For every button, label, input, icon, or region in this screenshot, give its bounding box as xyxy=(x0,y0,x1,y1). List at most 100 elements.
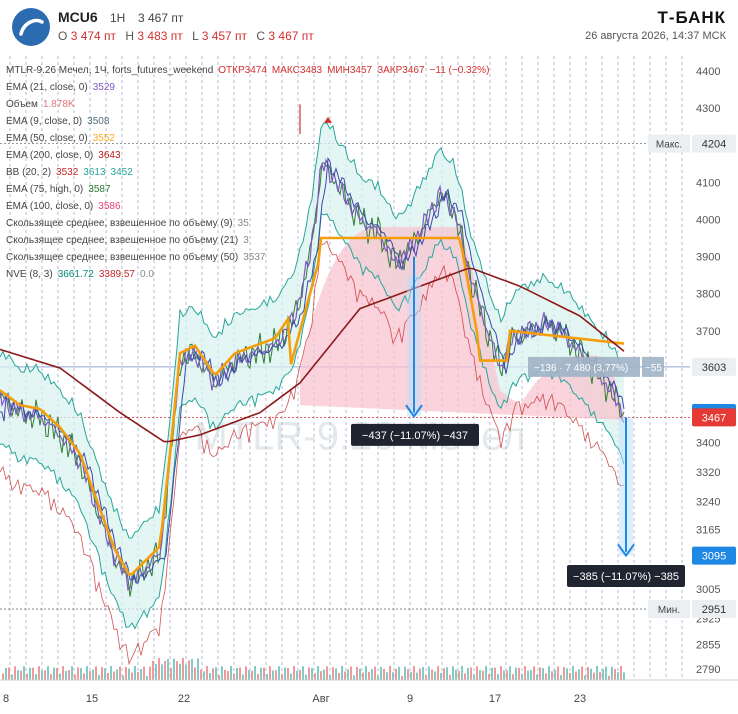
legend-name: BB (20, 2) xyxy=(6,167,52,178)
time-tick: 8 xyxy=(3,693,9,705)
indicator-legend: MTLR-9.26 Мечел, 1Ч, forts_futures_weeke… xyxy=(6,62,489,283)
highlight-zone xyxy=(300,226,625,420)
arrow-down-icon xyxy=(617,543,635,558)
ohlc-row: О 3 474 пт Н 3 483 пт L 3 457 пт С 3 467… xyxy=(58,29,314,43)
min-price-tag-value: 2951 xyxy=(702,604,726,616)
legend-value: 3508 xyxy=(87,116,110,127)
instrument-logo xyxy=(12,8,50,46)
legend-name: Скользящее среднее, взвешенное по объему… xyxy=(6,235,239,246)
price-tick: 3800 xyxy=(696,289,720,301)
legend-name: EMA (21, close, 0) xyxy=(6,82,88,93)
crosshair-info-text: −136 · 7 480 (3,77%) xyxy=(534,363,628,374)
time-tick: Авг xyxy=(312,693,329,705)
legend-value: 35 xyxy=(237,218,249,229)
legend-value: МАКС3483 xyxy=(271,65,323,76)
legend-row[interactable]: EMA (100, close, 0) 3586 xyxy=(6,198,489,215)
price-tick: 3240 xyxy=(696,497,720,509)
legend-name: EMA (9, close, 0) xyxy=(6,116,83,127)
legend-row[interactable]: EMA (9, close, 0) 3508 xyxy=(6,113,489,130)
legend-name: Объем xyxy=(6,99,38,110)
high-label: Н xyxy=(125,29,135,43)
max-price-tag-value: 4204 xyxy=(702,139,726,151)
legend-row[interactable]: Скользящее среднее, взвешенное по объему… xyxy=(6,232,489,249)
legend-value: 3552 xyxy=(92,133,115,144)
legend-row[interactable]: EMA (50, close, 0) 3552 xyxy=(6,130,489,147)
legend-row[interactable]: EMA (21, close, 0) 3529 xyxy=(6,79,489,96)
time-tick: 17 xyxy=(489,693,501,705)
measure-label-2-text: −385 (−11.07%) −385 xyxy=(573,571,679,583)
crosshair-info[interactable]: −136 · 7 480 (3,77%) −55 xyxy=(528,356,664,377)
nve-lower-line xyxy=(0,240,625,666)
legend-name: EMA (200, close, 0) xyxy=(6,150,94,161)
legend-value: 3661.72 xyxy=(57,269,94,280)
high-value: 3 483 пт xyxy=(137,29,183,43)
legend-value: 0.0 xyxy=(140,269,154,280)
chart-area[interactable]: MTLR-9.26 Мечел−437 (−11.07%) −437−385 (… xyxy=(0,56,738,714)
legend-value: МИН3457 xyxy=(327,65,373,76)
low-label: L xyxy=(192,29,199,43)
legend-value: 1.878K xyxy=(42,99,75,110)
legend-name: EMA (50, close, 0) xyxy=(6,133,88,144)
legend-value: 3537 xyxy=(243,252,266,263)
current-price-tag-value: 3467 xyxy=(702,412,726,424)
signal-arrow-icon xyxy=(324,116,332,123)
chart-header: MCU6 1Н 3 467 пт О 3 474 пт Н 3 483 пт L… xyxy=(0,0,738,56)
time-tick: 9 xyxy=(407,693,413,705)
legend-row[interactable]: MTLR-9.26 Мечел, 1Ч, forts_futures_weeke… xyxy=(6,62,489,79)
min-price-tag: 2951 Мин. xyxy=(648,600,736,619)
price-tick: 3320 xyxy=(696,467,720,479)
last-price: 3 467 пт xyxy=(138,11,184,25)
logo-arc-icon xyxy=(19,18,44,36)
max-price-tag: 4204 Макс. xyxy=(648,134,736,153)
legend-name: NVE (8, 3) xyxy=(6,269,53,280)
legend-row[interactable]: NVE (8, 3) 3661.72 3389.57 0.0 xyxy=(6,266,489,283)
legend-value: 3 xyxy=(243,235,249,246)
legend-row[interactable]: Скользящее среднее, взвешенное по объему… xyxy=(6,249,489,266)
price-chart[interactable]: MTLR-9.26 Мечел−437 (−11.07%) −437−385 (… xyxy=(0,56,738,714)
price-tick: 4000 xyxy=(696,214,720,226)
legend-row[interactable]: Скользящее среднее, взвешенное по объему… xyxy=(6,215,489,232)
legend-value: 3529 xyxy=(92,82,115,93)
price-tick: 4300 xyxy=(696,103,720,115)
datetime: 26 августа 2026, 14:37 МСК xyxy=(585,30,726,42)
measure-label-2[interactable]: −385 (−11.07%) −385 xyxy=(567,565,685,587)
price-tick: 4400 xyxy=(696,66,720,78)
legend-name: MTLR-9.26 Мечел, 1Ч, forts_futures_weeke… xyxy=(6,65,214,76)
measure-label-1-text: −437 (−11.07%) −437 xyxy=(362,430,468,442)
price-tick: 3900 xyxy=(696,252,720,264)
legend-name: Скользящее среднее, взвешенное по объему… xyxy=(6,218,233,229)
low-value: 3 457 пт xyxy=(201,29,248,43)
cursor-price-tag-value: 3603 xyxy=(702,362,726,374)
legend-row[interactable]: BB (20, 2) 3532 3613 3452 xyxy=(6,164,489,181)
bb-upper-line xyxy=(0,122,625,539)
timeframe[interactable]: 1Н xyxy=(110,11,126,25)
legend-row[interactable]: Объем 1.878K xyxy=(6,96,489,113)
price-tick: 3165 xyxy=(696,525,720,537)
symbol-name[interactable]: MCU6 xyxy=(58,9,98,25)
min-label: Мин. xyxy=(658,605,680,616)
close-value: 3 467 пт xyxy=(268,29,314,43)
cursor-price-tag: 3603 xyxy=(692,357,736,376)
time-tick: 22 xyxy=(178,693,190,705)
legend-value: 3532 xyxy=(56,167,79,178)
legend-row[interactable]: EMA (75, high, 0) 3587 xyxy=(6,181,489,198)
legend-name: EMA (100, close, 0) xyxy=(6,201,94,212)
open-label: О xyxy=(58,29,68,43)
ema-50-line xyxy=(0,236,625,576)
target-price-tag: 3095 xyxy=(692,546,736,565)
legend-row[interactable]: EMA (200, close, 0) 3643 xyxy=(6,147,489,164)
target-price-tag-value: 3095 xyxy=(702,551,726,563)
measure-label-1[interactable]: −437 (−11.07%) −437 xyxy=(351,423,479,446)
time-tick: 23 xyxy=(574,693,586,705)
price-tick: 2790 xyxy=(696,664,720,676)
legend-value: ОТКР3474 xyxy=(218,65,267,76)
bollinger-band-fill xyxy=(0,122,624,629)
legend-name: Скользящее среднее, взвешенное по объему… xyxy=(6,252,239,263)
price-tick: 4100 xyxy=(696,177,720,189)
max-label: Макс. xyxy=(656,140,682,151)
crosshair-info-extra: −55 xyxy=(645,363,662,374)
price-tick: 2855 xyxy=(696,640,720,652)
legend-value: 3452 xyxy=(110,167,133,178)
price-tick: 3400 xyxy=(696,437,720,449)
legend-value: 3643 xyxy=(98,150,121,161)
